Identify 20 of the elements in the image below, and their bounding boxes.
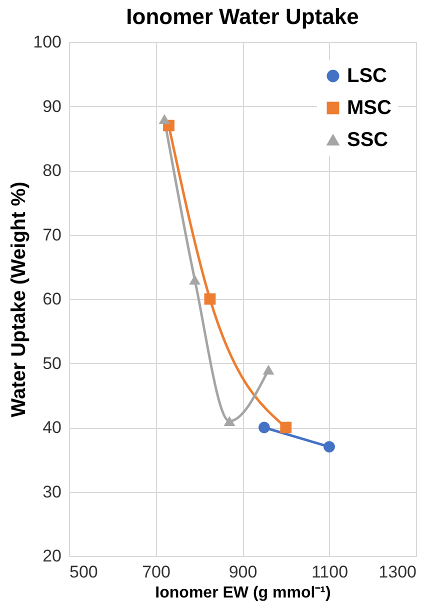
y-tick-label: 40 bbox=[42, 418, 62, 437]
y-tick-label: 30 bbox=[42, 482, 62, 502]
legend-label: LSC bbox=[347, 65, 387, 87]
chart-title: Ionomer Water Uptake bbox=[126, 4, 359, 29]
y-tick-label: 20 bbox=[42, 546, 62, 566]
y-tick-label: 90 bbox=[42, 96, 62, 116]
x-tick-label: 700 bbox=[142, 562, 170, 582]
y-tick-label: 50 bbox=[42, 354, 62, 373]
y-tick-label: 100 bbox=[33, 32, 62, 52]
y-tick-label: 80 bbox=[42, 161, 62, 180]
legend-label: MSC bbox=[347, 97, 392, 119]
x-tick-label: 500 bbox=[70, 562, 98, 582]
x-tick-label: 1100 bbox=[311, 562, 348, 582]
y-tick-label: 70 bbox=[42, 225, 62, 244]
x-tick-label: 1300 bbox=[378, 562, 416, 582]
y-axis-title: Water Uptake (Weight %) bbox=[8, 182, 30, 418]
legend-label: SSC bbox=[347, 129, 388, 151]
y-tick-label: 60 bbox=[42, 290, 62, 308]
x-axis-title: Ionomer EW (g mmol⁻¹) bbox=[155, 584, 331, 602]
x-tick-label: 900 bbox=[228, 562, 258, 582]
